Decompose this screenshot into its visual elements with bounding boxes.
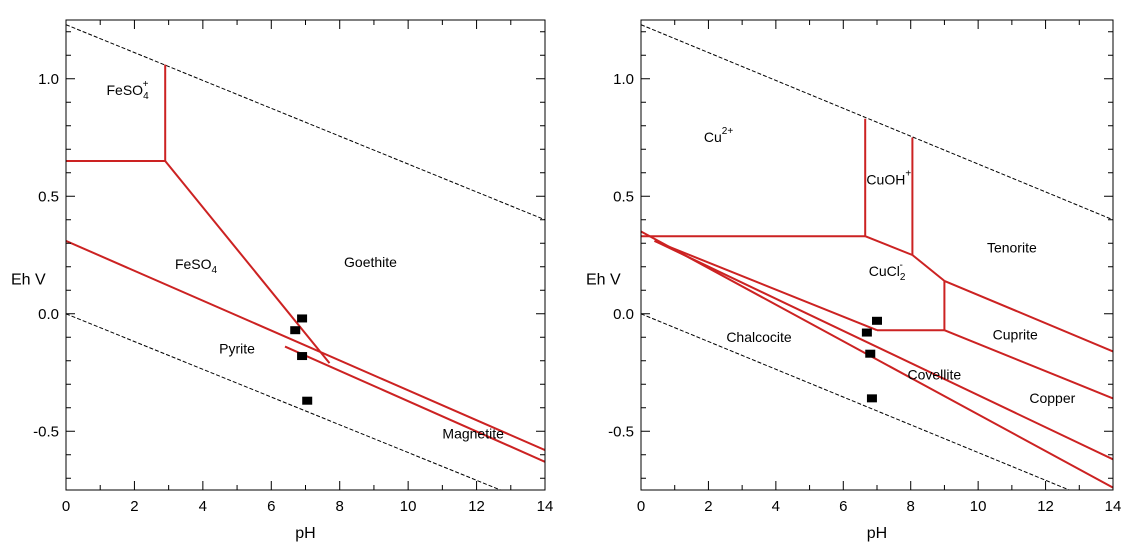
x-tick-label: 0	[62, 498, 70, 515]
region-label: FeSO4+	[107, 79, 150, 102]
y-tick-label: 0.5	[38, 188, 59, 205]
region-label: FeSO4	[175, 256, 218, 276]
phase-boundary-line	[284, 345, 545, 463]
phase-boundary-line	[911, 254, 946, 282]
y-axis-label: Eh V	[11, 272, 46, 289]
region-label: Cu2+	[704, 126, 733, 145]
region-label: Tenorite	[987, 240, 1037, 256]
phase-boundary-line	[654, 239, 878, 332]
phase-boundary-line	[641, 230, 1113, 489]
x-tick-label: 2	[130, 498, 138, 515]
region-label: Cuprite	[993, 327, 1038, 343]
region-label: Goethite	[344, 254, 397, 270]
sample-marker	[861, 328, 872, 337]
sample-marker	[297, 314, 308, 323]
y-tick-label: 0.0	[38, 306, 59, 323]
sample-marker	[302, 396, 313, 405]
chart-panel-1: 0 2 4 6 8 10 12 14 -0.5 0.0 0.5 1.0 pH Eh V FeSO4+ FeSO…	[11, 19, 554, 542]
y-tick-label: 1.0	[613, 71, 634, 88]
x-tick-label: 10	[400, 498, 417, 515]
phase-boundary-line	[164, 160, 331, 364]
x-tick-label: 8	[336, 498, 344, 515]
sample-marker	[297, 352, 308, 361]
x-tick-label: 8	[907, 498, 915, 515]
x-tick-label: 6	[839, 498, 847, 515]
chart-panel-2: 0 2 4 6 8 10 12 14 -0.5 0.0 0.5 1.0 pH Eh V Cu2+ CuOH+ T…	[586, 19, 1122, 542]
y-tick-label: 0.5	[613, 188, 634, 205]
x-tick-label: 6	[267, 498, 275, 515]
x-tick-label: 14	[1105, 498, 1122, 515]
plot-area	[641, 24, 1113, 490]
phase-boundary-line	[944, 279, 1113, 353]
x-axis-label: pH	[867, 525, 887, 542]
region-label: CuCl2-	[869, 260, 906, 283]
region-label: CuOH+	[866, 169, 911, 188]
y-tick-label: 1.0	[38, 71, 59, 88]
x-axis-label: pH	[295, 525, 315, 542]
water-stability-line	[641, 313, 1070, 490]
phase-boundary-line	[864, 235, 913, 256]
plot-area	[66, 24, 545, 490]
sample-marker	[872, 316, 882, 325]
sample-marker	[866, 394, 877, 403]
x-tick-label: 2	[704, 498, 712, 515]
water-stability-line	[66, 24, 545, 221]
x-tick-label: 4	[199, 498, 207, 515]
x-tick-label: 0	[637, 498, 645, 515]
y-tick-label: -0.5	[608, 423, 634, 440]
x-tick-label: 12	[1037, 498, 1054, 515]
phase-boundary-line	[66, 239, 545, 452]
phase-boundary-line	[654, 239, 1113, 461]
x-tick-label: 4	[772, 498, 780, 515]
region-label: Covellite	[907, 367, 961, 383]
y-tick-label: -0.5	[33, 423, 59, 440]
x-tick-label: 10	[970, 498, 987, 515]
region-label: Pyrite	[219, 341, 255, 357]
region-label: Copper	[1029, 390, 1075, 406]
plot-frame	[640, 19, 1114, 491]
region-label: Magnetite	[442, 425, 504, 441]
sample-marker	[865, 349, 876, 358]
region-label: Chalcocite	[726, 329, 792, 345]
y-tick-label: 0.0	[613, 306, 634, 323]
x-tick-label: 12	[468, 498, 485, 515]
sample-marker	[290, 326, 301, 335]
y-axis-label: Eh V	[586, 272, 621, 289]
water-stability-line	[641, 24, 1113, 221]
water-stability-line	[66, 313, 501, 490]
x-tick-label: 14	[537, 498, 554, 515]
phase-boundary-line	[944, 329, 1113, 400]
